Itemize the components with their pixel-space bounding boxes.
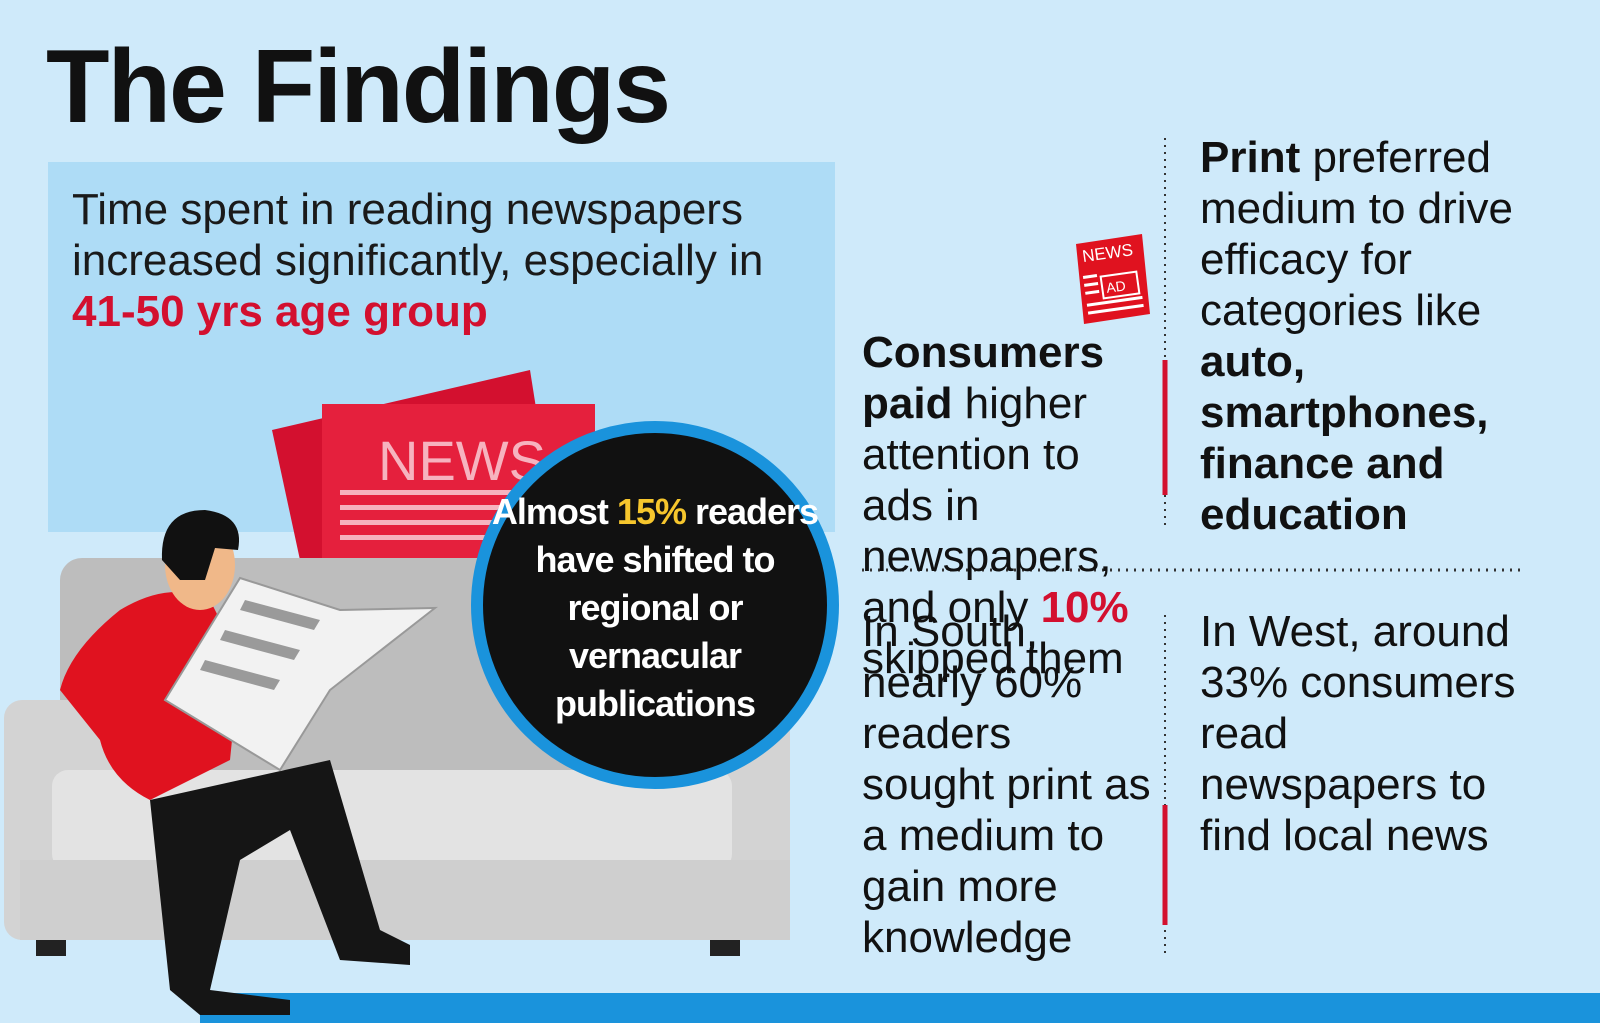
man-legs <box>150 760 410 1015</box>
callout-circle <box>471 421 839 789</box>
text-part: Print <box>1200 133 1301 182</box>
newspaper-label: NEWS <box>378 429 546 492</box>
man-torso <box>60 592 240 800</box>
finding: Print preferred medium to drive efficacy… <box>1200 132 1540 540</box>
text-part: preferred medium to drive efficacy for c… <box>1200 133 1514 335</box>
finding: NEWS AD Consumers paid higher attention … <box>862 132 1152 684</box>
man-newspaper <box>163 576 438 772</box>
finding: In West, around 33% consumers read newsp… <box>1200 606 1530 861</box>
bottom-bar <box>200 993 1600 1023</box>
man-hair <box>161 510 240 580</box>
sofa-base <box>20 860 790 940</box>
icon-label: AD <box>1105 277 1126 296</box>
text-part: 15% <box>616 491 687 532</box>
text-part: skipped them <box>862 634 1124 683</box>
newspaper-lines <box>340 490 540 540</box>
text-part: readers have shifted to regional or vern… <box>535 491 819 724</box>
man-newspaper-lines <box>200 600 320 690</box>
sofa-leg <box>710 940 740 956</box>
finding: In South, nearly 60% readers sought prin… <box>862 606 1152 963</box>
sofa-leg <box>36 940 66 956</box>
text-part: Time spent in reading newspapers increas… <box>72 185 764 285</box>
text-part: Almost <box>491 491 617 532</box>
text-part: 41-50 yrs age group <box>72 287 488 336</box>
finding-text: Consumers paid higher attention to ads i… <box>862 328 1129 683</box>
intro-text: Time spent in reading newspapers increas… <box>72 184 832 337</box>
text-part: 10% <box>1040 583 1129 632</box>
news-ad-icon: NEWS AD <box>1076 234 1150 324</box>
text-part: higher attention to ads in newspapers, a… <box>862 379 1112 632</box>
callout-text: Almost 15% readers have shifted to regio… <box>490 488 820 728</box>
text-part: In West, around 33% consumers read newsp… <box>1200 607 1516 860</box>
text-part: auto, smartphones, finance and education <box>1200 337 1489 539</box>
text-part: In South, nearly 60% readers sought prin… <box>862 607 1151 962</box>
text-part: Consumers paid <box>862 328 1105 428</box>
title: The Findings <box>46 29 671 145</box>
